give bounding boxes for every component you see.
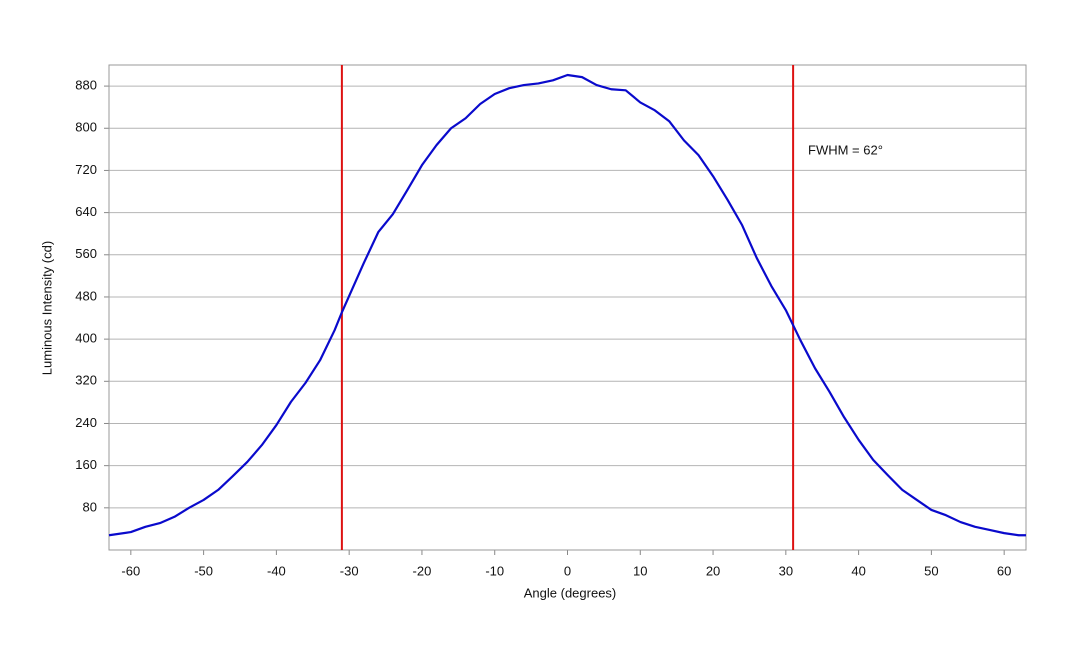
x-tick-label: -40 <box>267 563 286 578</box>
y-tick-label: 560 <box>75 246 97 261</box>
y-tick-label: 240 <box>75 415 97 430</box>
x-tick-label: -50 <box>194 563 213 578</box>
x-tick-label: 0 <box>564 563 571 578</box>
x-tick-label: 40 <box>851 563 865 578</box>
x-tick-label: 50 <box>924 563 938 578</box>
y-tick-label: 160 <box>75 457 97 472</box>
y-tick-label: 800 <box>75 120 97 135</box>
x-axis-label: Angle (degrees) <box>524 585 617 600</box>
plot-border <box>108 64 1027 551</box>
x-tick-label: 10 <box>633 563 647 578</box>
annotation: FWHM = 62° <box>808 142 883 157</box>
x-tick-label: -20 <box>413 563 432 578</box>
x-tick-label: -10 <box>485 563 504 578</box>
x-tick-label: 30 <box>779 563 793 578</box>
intensity-curve <box>108 73 1026 537</box>
x-tick-label: 60 <box>997 563 1011 578</box>
y-tick-label: 880 <box>75 78 97 93</box>
x-tick-label: -60 <box>121 563 140 578</box>
x-tick-label: 20 <box>706 563 720 578</box>
y-axis-label: Luminous Intensity (cd) <box>39 241 54 375</box>
x-tick-label: -30 <box>340 563 359 578</box>
y-tick-label: 400 <box>75 331 97 346</box>
y-tick-label: 640 <box>75 204 97 219</box>
y-tick-label: 480 <box>75 288 97 303</box>
y-tick-label: 320 <box>75 373 97 388</box>
y-tick-label: 80 <box>83 499 97 514</box>
y-tick-label: 720 <box>75 162 97 177</box>
